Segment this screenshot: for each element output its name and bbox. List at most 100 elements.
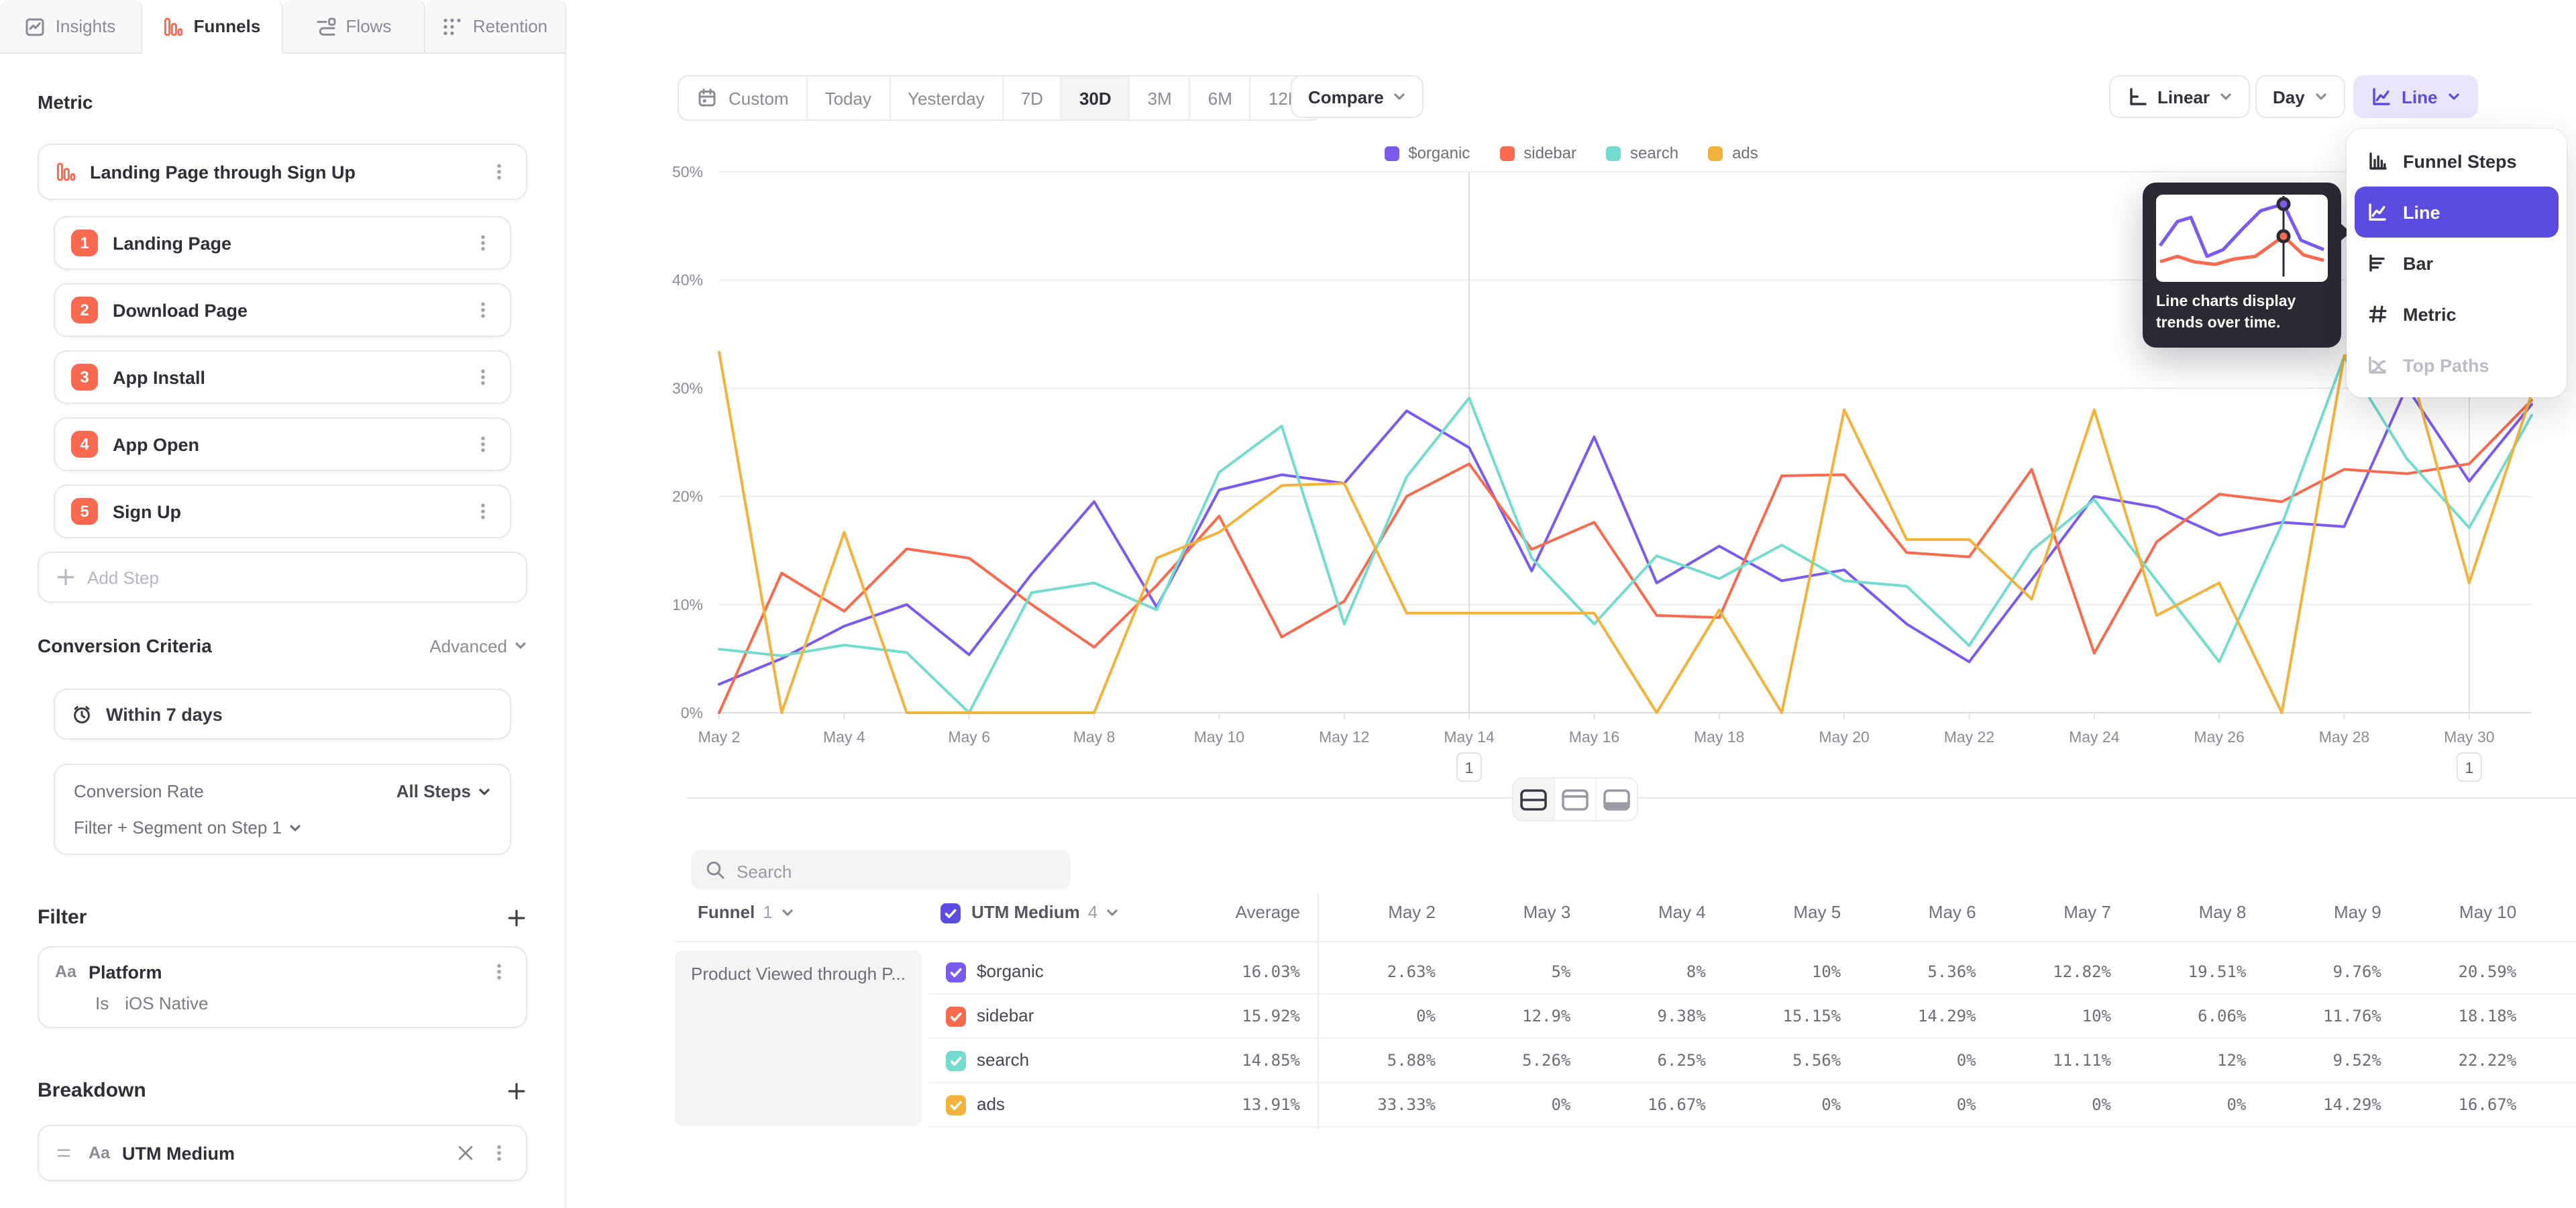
row-checkbox-organic[interactable] <box>946 962 966 983</box>
x-axis-tick: May 4 <box>823 728 865 746</box>
cell-value: 0% <box>1442 1095 1570 1114</box>
kebab-menu-icon[interactable] <box>472 434 494 455</box>
search-icon <box>704 859 726 880</box>
date-range-30d[interactable]: 30D <box>1062 77 1130 119</box>
screenshot-stage: InsightsFunnelsFlowsRetention Metric Lan… <box>0 0 2576 1208</box>
row-checkbox-sidebar[interactable] <box>946 1007 966 1027</box>
x-axis-tick: May 22 <box>1944 728 1994 746</box>
menu-item-label: Top Paths <box>2403 355 2489 375</box>
date-column-header: May 2 <box>1307 902 1436 922</box>
step-number-badge: 1 <box>71 230 98 256</box>
average-value: 14.85% <box>1171 1051 1300 1070</box>
row-border <box>928 1038 2576 1039</box>
svg-text:1: 1 <box>2465 759 2473 776</box>
date-column-header: May 6 <box>1847 902 1976 922</box>
menu-item-metric[interactable]: Metric <box>2355 289 2559 340</box>
chart-type-dropdown-button[interactable]: Line <box>2353 75 2477 118</box>
scale-dropdown-button[interactable]: Linear <box>2109 75 2250 118</box>
chevron-down-icon <box>2219 90 2233 103</box>
cell-value: 0% <box>1307 1007 1436 1025</box>
funnel-step-3[interactable]: 3 App Install <box>54 350 511 404</box>
metric-label: Metric <box>38 91 93 113</box>
conversion-window-card[interactable]: Within 7 days <box>54 689 511 740</box>
layout-split-view-button[interactable] <box>1513 778 1555 820</box>
series-search[interactable] <box>719 357 2532 713</box>
date-range-yesterday[interactable]: Yesterday <box>890 77 1004 119</box>
date-range-label: 6M <box>1208 88 1232 108</box>
kebab-menu-icon[interactable] <box>488 961 510 983</box>
add-filter-button[interactable] <box>506 907 527 928</box>
filter-item-platform[interactable]: Aa Platform Is iOS Native <box>38 946 527 1028</box>
filter-operator[interactable]: Is <box>95 993 109 1013</box>
funnel-name-card[interactable]: Landing Page through Sign Up <box>38 144 527 200</box>
kebab-menu-icon[interactable] <box>472 232 494 254</box>
kebab-menu-icon[interactable] <box>472 299 494 321</box>
chevron-down-icon <box>288 821 302 834</box>
drag-handle-icon[interactable] <box>55 1142 76 1164</box>
layout-chart-view-button[interactable] <box>1555 778 1597 820</box>
line-chart-tooltip: Line charts display trends over time. <box>2143 183 2341 348</box>
filter-segment-dropdown[interactable]: Filter + Segment on Step 1 <box>74 817 491 838</box>
funnel-step-5[interactable]: 5 Sign Up <box>54 485 511 538</box>
menu-item-bar[interactable]: Bar <box>2355 238 2559 289</box>
cell-value: 12.82% <box>1982 962 2111 981</box>
kebab-menu-icon[interactable] <box>472 366 494 388</box>
tab-retention[interactable]: Retention <box>425 0 566 54</box>
annotation-badge[interactable]: 1 <box>1457 753 1481 781</box>
step-label: Download Page <box>113 300 458 320</box>
filter-property-name: Platform <box>89 962 476 982</box>
date-range-label: 30D <box>1079 88 1112 108</box>
calendar-icon <box>696 87 718 109</box>
cell-value: 6.06% <box>2117 1007 2246 1025</box>
tab-flows[interactable]: Flows <box>283 0 425 54</box>
menu-item-line[interactable]: Line <box>2355 187 2559 238</box>
row-checkbox-search[interactable] <box>946 1051 966 1071</box>
close-icon[interactable] <box>455 1142 476 1164</box>
menu-item-funnel-steps[interactable]: Funnel Steps <box>2355 136 2559 187</box>
layout-table-view-button[interactable] <box>1597 778 1637 820</box>
compare-button[interactable]: Compare <box>1291 75 1424 118</box>
tab-insights[interactable]: Insights <box>0 0 142 54</box>
step-label: Sign Up <box>113 501 458 521</box>
add-step-button[interactable]: Add Step <box>38 552 527 603</box>
row-border <box>928 1082 2576 1083</box>
filter-value[interactable]: iOS Native <box>125 993 208 1013</box>
date-range-7d[interactable]: 7D <box>1004 77 1062 119</box>
granularity-dropdown-button[interactable]: Day <box>2255 75 2345 118</box>
funnel-column-header[interactable]: Funnel 1 <box>698 902 794 922</box>
funnel-icon <box>55 161 76 183</box>
funnel-step-2[interactable]: 2 Download Page <box>54 283 511 337</box>
add-breakdown-button[interactable] <box>506 1080 527 1101</box>
kebab-menu-icon[interactable] <box>488 1142 510 1164</box>
date-range-today[interactable]: Today <box>808 77 890 119</box>
step-number-badge: 5 <box>71 498 98 525</box>
filter-segment-label: Filter + Segment on Step 1 <box>74 817 282 838</box>
breakdown-column-header[interactable]: UTM Medium 4 <box>971 902 1119 922</box>
conversion-rate-steps-dropdown[interactable]: All Steps <box>396 781 491 801</box>
row-checkbox-ads[interactable] <box>946 1095 966 1115</box>
date-range-6m[interactable]: 6M <box>1191 77 1251 119</box>
breakdown-count: 4 <box>1088 902 1097 922</box>
kebab-menu-icon[interactable] <box>488 161 510 183</box>
kebab-menu-icon[interactable] <box>472 501 494 522</box>
date-range-custom[interactable]: Custom <box>679 77 808 119</box>
cell-value: 16.67% <box>1577 1095 1706 1114</box>
funnel-step-1[interactable]: 1 Landing Page <box>54 216 511 270</box>
funnel-group-cell[interactable]: Product Viewed through P... <box>675 950 922 1126</box>
tab-funnels[interactable]: Funnels <box>142 0 283 54</box>
series-ads[interactable] <box>719 352 2532 713</box>
cell-value: 9.38% <box>1577 1007 1706 1025</box>
breakdown-item-utm-medium[interactable]: Aa UTM Medium <box>38 1125 527 1181</box>
metric-icon <box>2367 303 2388 325</box>
annotation-badge[interactable]: 1 <box>2457 753 2481 781</box>
cell-value: 0% <box>1847 1095 1976 1114</box>
cell-value: 14.29% <box>1847 1007 1976 1025</box>
series-organic[interactable] <box>719 387 2532 685</box>
date-column-header: May 4 <box>1577 902 1706 922</box>
breakdown-select-all-checkbox[interactable] <box>941 903 961 923</box>
cell-value: 0% <box>2117 1095 2246 1114</box>
advanced-dropdown[interactable]: Advanced <box>429 636 527 656</box>
date-range-3m[interactable]: 3M <box>1130 77 1191 119</box>
funnel-name: Landing Page through Sign Up <box>90 162 475 182</box>
funnel-step-4[interactable]: 4 App Open <box>54 417 511 471</box>
